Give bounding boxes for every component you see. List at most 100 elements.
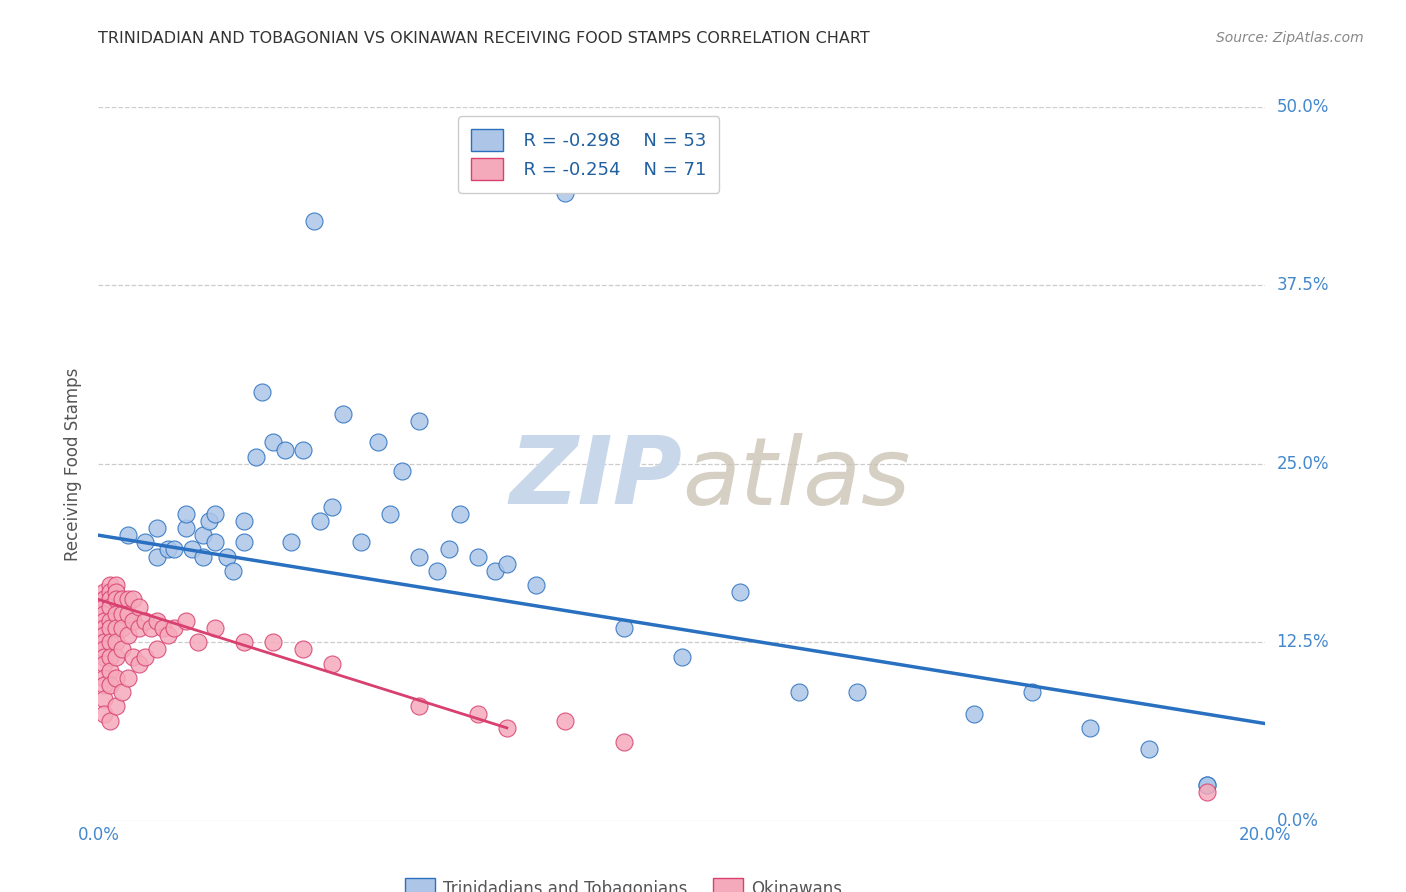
Point xyxy=(111,685,134,699)
Text: 12.5%: 12.5% xyxy=(1277,633,1329,651)
Point xyxy=(321,500,343,514)
Point xyxy=(262,435,284,450)
Point xyxy=(280,535,302,549)
Point xyxy=(98,599,121,614)
Point xyxy=(309,514,332,528)
Point xyxy=(204,621,226,635)
Point xyxy=(104,585,127,599)
Point xyxy=(111,642,134,657)
Point xyxy=(93,607,115,621)
Point xyxy=(98,714,121,728)
Point xyxy=(554,186,576,200)
Point xyxy=(93,614,115,628)
Point xyxy=(104,621,127,635)
Point xyxy=(134,614,156,628)
Point xyxy=(146,549,169,564)
Point xyxy=(98,614,121,628)
Point xyxy=(93,657,115,671)
Point xyxy=(193,528,215,542)
Point xyxy=(198,514,221,528)
Point xyxy=(98,635,121,649)
Point xyxy=(245,450,267,464)
Point xyxy=(554,714,576,728)
Point xyxy=(233,535,256,549)
Point xyxy=(332,407,354,421)
Text: ZIP: ZIP xyxy=(509,432,682,524)
Point xyxy=(1137,742,1160,756)
Point xyxy=(139,621,162,635)
Point xyxy=(204,507,226,521)
Point xyxy=(262,635,284,649)
Point xyxy=(391,464,413,478)
Point xyxy=(1195,778,1218,792)
Point xyxy=(274,442,297,457)
Point xyxy=(321,657,343,671)
Point xyxy=(146,642,169,657)
Point xyxy=(221,564,243,578)
Point xyxy=(437,542,460,557)
Point xyxy=(484,564,506,578)
Point xyxy=(93,592,115,607)
Point xyxy=(467,549,489,564)
Point xyxy=(1195,778,1218,792)
Point xyxy=(174,507,197,521)
Point xyxy=(408,414,430,428)
Point xyxy=(233,635,256,649)
Point xyxy=(163,542,186,557)
Text: TRINIDADIAN AND TOBAGONIAN VS OKINAWAN RECEIVING FOOD STAMPS CORRELATION CHART: TRINIDADIAN AND TOBAGONIAN VS OKINAWAN R… xyxy=(98,31,870,46)
Point xyxy=(93,599,115,614)
Point xyxy=(122,649,145,664)
Point xyxy=(134,649,156,664)
Point xyxy=(495,557,517,571)
Point xyxy=(350,535,373,549)
Point xyxy=(291,642,314,657)
Point xyxy=(117,528,139,542)
Point xyxy=(250,385,273,400)
Point xyxy=(215,549,238,564)
Point xyxy=(408,699,430,714)
Point xyxy=(93,642,115,657)
Point xyxy=(193,549,215,564)
Point xyxy=(671,649,693,664)
Point xyxy=(98,649,121,664)
Point xyxy=(378,507,402,521)
Point xyxy=(204,535,226,549)
Point xyxy=(104,578,127,592)
Point xyxy=(98,664,121,678)
Point xyxy=(104,607,127,621)
Point xyxy=(117,592,139,607)
Text: atlas: atlas xyxy=(682,433,910,524)
Legend: Trinidadians and Tobagonians, Okinawans: Trinidadians and Tobagonians, Okinawans xyxy=(398,871,849,892)
Point xyxy=(98,578,121,592)
Point xyxy=(122,592,145,607)
Point xyxy=(408,549,430,564)
Point xyxy=(367,435,389,450)
Point xyxy=(174,521,197,535)
Point xyxy=(1080,721,1102,735)
Point xyxy=(787,685,810,699)
Point xyxy=(93,678,115,692)
Point xyxy=(98,585,121,599)
Point xyxy=(180,542,202,557)
Point xyxy=(157,542,180,557)
Point xyxy=(291,442,314,457)
Point xyxy=(845,685,868,699)
Point xyxy=(93,649,115,664)
Point xyxy=(111,621,134,635)
Point xyxy=(174,614,197,628)
Point xyxy=(426,564,449,578)
Point xyxy=(1021,685,1043,699)
Point xyxy=(117,671,139,685)
Text: Source: ZipAtlas.com: Source: ZipAtlas.com xyxy=(1216,31,1364,45)
Point xyxy=(111,607,134,621)
Point xyxy=(93,635,115,649)
Point xyxy=(467,706,489,721)
Text: 0.0%: 0.0% xyxy=(1277,812,1319,830)
Point xyxy=(111,592,134,607)
Point xyxy=(122,614,145,628)
Point xyxy=(495,721,517,735)
Point xyxy=(134,535,156,549)
Point xyxy=(93,621,115,635)
Point xyxy=(104,649,127,664)
Point xyxy=(104,671,127,685)
